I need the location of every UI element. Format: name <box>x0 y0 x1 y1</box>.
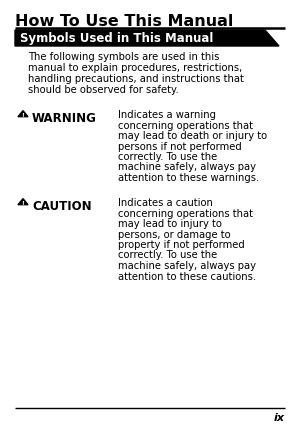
Text: correctly. To use the: correctly. To use the <box>118 152 217 162</box>
Text: attention to these cautions.: attention to these cautions. <box>118 272 256 281</box>
Text: Symbols Used in This Manual: Symbols Used in This Manual <box>20 31 213 45</box>
Text: CAUTION: CAUTION <box>32 200 92 213</box>
Text: Indicates a warning: Indicates a warning <box>118 110 216 120</box>
Polygon shape <box>18 198 28 205</box>
Polygon shape <box>18 110 28 117</box>
Text: The following symbols are used in this: The following symbols are used in this <box>28 52 219 62</box>
Text: persons, or damage to: persons, or damage to <box>118 230 231 240</box>
Text: persons if not performed: persons if not performed <box>118 142 242 151</box>
Text: may lead to injury to: may lead to injury to <box>118 219 222 229</box>
Text: !: ! <box>22 201 24 206</box>
Text: How To Use This Manual: How To Use This Manual <box>15 14 233 29</box>
Polygon shape <box>15 30 279 46</box>
Text: property if not performed: property if not performed <box>118 240 245 250</box>
Text: attention to these warnings.: attention to these warnings. <box>118 173 259 183</box>
Text: correctly. To use the: correctly. To use the <box>118 250 217 261</box>
Text: Indicates a caution: Indicates a caution <box>118 198 213 208</box>
Text: may lead to death or injury to: may lead to death or injury to <box>118 131 267 141</box>
Text: concerning operations that: concerning operations that <box>118 209 253 218</box>
Text: ix: ix <box>274 413 285 423</box>
Text: !: ! <box>22 113 24 118</box>
Text: WARNING: WARNING <box>32 112 97 125</box>
Text: should be observed for safety.: should be observed for safety. <box>28 85 179 95</box>
Text: concerning operations that: concerning operations that <box>118 121 253 130</box>
Text: machine safely, always pay: machine safely, always pay <box>118 162 256 173</box>
Text: machine safely, always pay: machine safely, always pay <box>118 261 256 271</box>
Text: manual to explain procedures, restrictions,: manual to explain procedures, restrictio… <box>28 63 242 73</box>
Text: handling precautions, and instructions that: handling precautions, and instructions t… <box>28 74 244 84</box>
